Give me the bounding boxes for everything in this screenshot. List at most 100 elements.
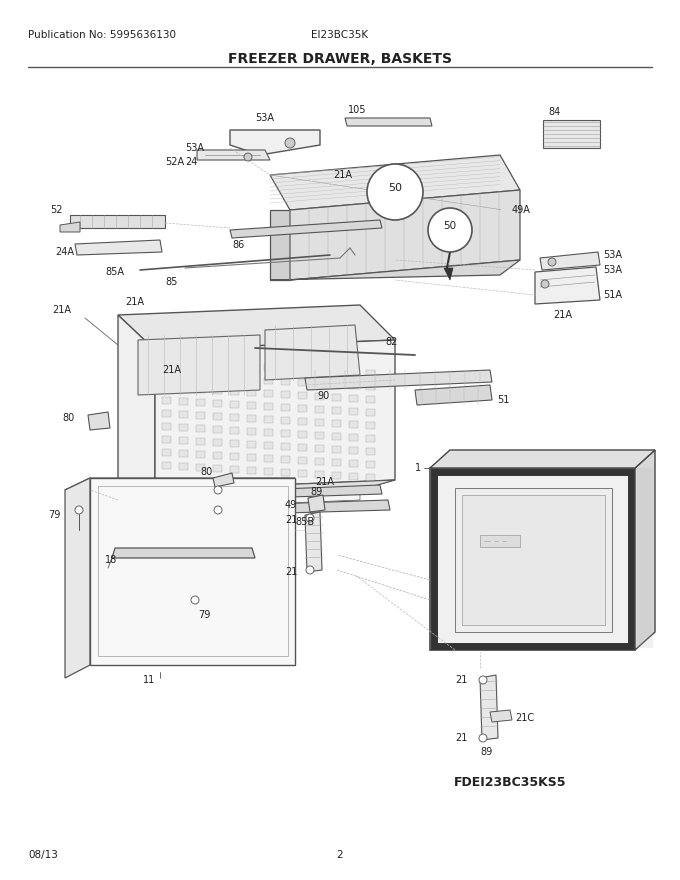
Polygon shape xyxy=(305,370,492,390)
Bar xyxy=(366,448,375,455)
Polygon shape xyxy=(197,150,270,160)
Text: 2: 2 xyxy=(337,850,343,860)
Polygon shape xyxy=(535,267,600,304)
Bar xyxy=(264,442,273,449)
Bar xyxy=(247,428,256,435)
Bar xyxy=(349,447,358,454)
Bar xyxy=(298,405,307,412)
Bar xyxy=(213,452,222,459)
Circle shape xyxy=(214,486,222,494)
Bar xyxy=(264,377,273,384)
Bar xyxy=(264,364,273,371)
Bar xyxy=(162,449,171,456)
Bar xyxy=(196,386,205,393)
Bar xyxy=(298,392,307,399)
Text: EI23BC35K: EI23BC35K xyxy=(311,30,369,40)
Bar xyxy=(315,406,324,413)
Polygon shape xyxy=(138,335,260,395)
Polygon shape xyxy=(290,190,520,280)
Bar xyxy=(332,459,341,466)
Bar xyxy=(462,495,605,625)
Text: 21A: 21A xyxy=(162,365,181,375)
Bar xyxy=(162,397,171,404)
Text: 52A: 52A xyxy=(165,157,184,167)
Bar xyxy=(162,410,171,417)
Bar xyxy=(213,400,222,407)
Bar xyxy=(162,423,171,430)
Text: 21: 21 xyxy=(285,515,297,525)
Text: 21: 21 xyxy=(455,733,467,743)
Bar xyxy=(281,443,290,450)
Circle shape xyxy=(367,164,423,220)
Bar xyxy=(366,461,375,468)
Text: 51A: 51A xyxy=(603,290,622,300)
Polygon shape xyxy=(118,480,395,500)
Text: 89: 89 xyxy=(480,747,492,757)
Polygon shape xyxy=(70,215,165,228)
Bar xyxy=(298,431,307,438)
Bar xyxy=(315,380,324,387)
Text: 52: 52 xyxy=(50,205,63,215)
Bar xyxy=(332,381,341,388)
Polygon shape xyxy=(270,260,520,280)
Circle shape xyxy=(479,676,487,684)
Polygon shape xyxy=(88,412,110,430)
Bar xyxy=(315,445,324,452)
Bar xyxy=(196,360,205,367)
Bar xyxy=(366,409,375,416)
Bar xyxy=(196,425,205,432)
Bar xyxy=(349,421,358,428)
Text: 18: 18 xyxy=(105,555,117,565)
Bar xyxy=(179,450,188,457)
Bar xyxy=(315,471,324,478)
Polygon shape xyxy=(60,222,80,232)
Bar xyxy=(230,440,239,447)
Polygon shape xyxy=(230,220,382,238)
Polygon shape xyxy=(430,450,655,468)
Text: 80: 80 xyxy=(62,413,74,423)
Text: 79: 79 xyxy=(198,610,210,620)
Bar xyxy=(179,372,188,379)
Polygon shape xyxy=(118,480,395,510)
Text: 105: 105 xyxy=(348,105,367,115)
Bar xyxy=(332,446,341,453)
Text: 53A: 53A xyxy=(185,143,204,153)
Polygon shape xyxy=(540,252,600,270)
Polygon shape xyxy=(430,468,635,650)
Text: 51: 51 xyxy=(497,395,509,405)
Bar xyxy=(298,444,307,451)
Bar xyxy=(179,424,188,431)
Bar xyxy=(298,379,307,386)
Bar xyxy=(179,463,188,470)
Bar xyxy=(196,412,205,419)
Polygon shape xyxy=(90,478,295,665)
Polygon shape xyxy=(543,120,600,148)
Text: 53A: 53A xyxy=(603,265,622,275)
Bar xyxy=(264,403,273,410)
Bar xyxy=(213,465,222,472)
Bar xyxy=(315,367,324,374)
Bar xyxy=(366,383,375,390)
Circle shape xyxy=(214,506,222,514)
Text: 21: 21 xyxy=(285,567,297,577)
Bar xyxy=(366,396,375,403)
Circle shape xyxy=(285,138,295,148)
Text: 50: 50 xyxy=(443,221,456,231)
Bar xyxy=(247,441,256,448)
Bar xyxy=(247,389,256,396)
Text: 89: 89 xyxy=(310,487,322,497)
Bar xyxy=(332,368,341,375)
Text: 21A: 21A xyxy=(333,170,352,180)
Circle shape xyxy=(191,596,199,604)
Bar xyxy=(281,430,290,437)
Bar xyxy=(213,439,222,446)
Circle shape xyxy=(548,258,556,266)
Polygon shape xyxy=(213,473,234,487)
Polygon shape xyxy=(635,450,655,650)
Bar xyxy=(213,426,222,433)
Bar xyxy=(264,468,273,475)
Circle shape xyxy=(479,734,487,742)
Bar xyxy=(281,469,290,476)
Bar xyxy=(281,417,290,424)
Bar xyxy=(213,413,222,420)
